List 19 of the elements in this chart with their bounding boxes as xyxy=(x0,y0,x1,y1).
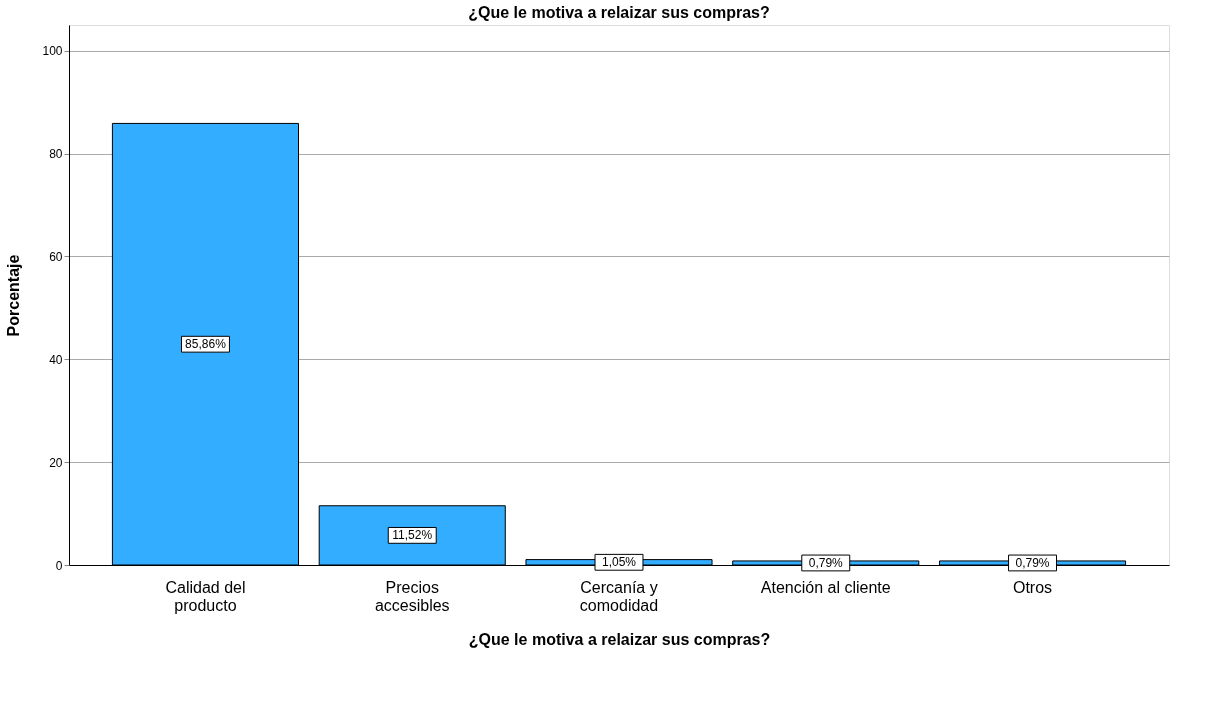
chart-title: ¿Que le motiva a relaizar sus compras? xyxy=(468,4,770,21)
data-label: 0,79% xyxy=(1015,555,1050,570)
y-tick-label: 40 xyxy=(49,352,63,367)
y-tick-label: 80 xyxy=(49,147,63,162)
data-label: 1,05% xyxy=(601,555,637,570)
x-tick-label: Calidad del producto xyxy=(165,578,246,614)
x-axis-title: ¿Que le motiva a relaizar sus compras? xyxy=(468,630,771,648)
y-tick-label: 100 xyxy=(42,44,63,59)
x-tick-label: Otros xyxy=(1012,578,1053,596)
y-axis-title: Porcentaje xyxy=(5,254,23,337)
x-tick-label: Precios accesibles xyxy=(374,578,450,614)
y-tick-label: 20 xyxy=(49,455,63,470)
data-label: 85,86% xyxy=(185,337,227,352)
y-tick-label: 0 xyxy=(55,558,63,573)
x-tick-label: Atención al cliente xyxy=(760,578,891,596)
x-tick-label: Cercanía y comodidad xyxy=(579,578,659,614)
data-label: 0,79% xyxy=(808,555,844,570)
y-tick-label: 60 xyxy=(49,249,63,264)
data-label: 11,52% xyxy=(392,528,433,543)
